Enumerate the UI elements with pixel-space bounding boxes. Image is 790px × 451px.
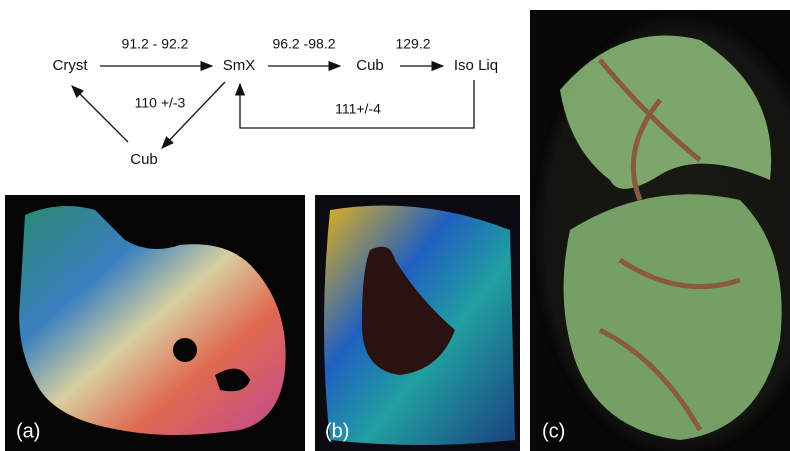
- edge-label: 91.2 - 92.2: [122, 36, 189, 52]
- micrograph-c: (c): [530, 10, 790, 451]
- node: Cub: [356, 57, 384, 74]
- panel-label: (b): [325, 420, 349, 442]
- arrow: [161, 81, 226, 149]
- node: Cub: [130, 151, 158, 168]
- arrow: [234, 80, 475, 129]
- micrograph-b: (b): [315, 195, 520, 451]
- arrow: [71, 85, 129, 143]
- scheme: Cryst SmX Cub Iso Liq Cub 91.2 - 92.2 96…: [53, 36, 499, 168]
- panel-label: (c): [542, 420, 565, 442]
- edge-label: 111+/-4: [335, 101, 381, 117]
- node: Cryst: [53, 57, 89, 74]
- node: SmX: [223, 57, 256, 74]
- micrograph-a: (a): [5, 195, 305, 451]
- edge-label: 129.2: [395, 36, 430, 52]
- panel-label: (a): [16, 420, 40, 442]
- edge-label: 110 +/-3: [135, 95, 186, 111]
- edge-label: 96.2 -98.2: [272, 36, 335, 52]
- node: Iso Liq: [454, 57, 498, 74]
